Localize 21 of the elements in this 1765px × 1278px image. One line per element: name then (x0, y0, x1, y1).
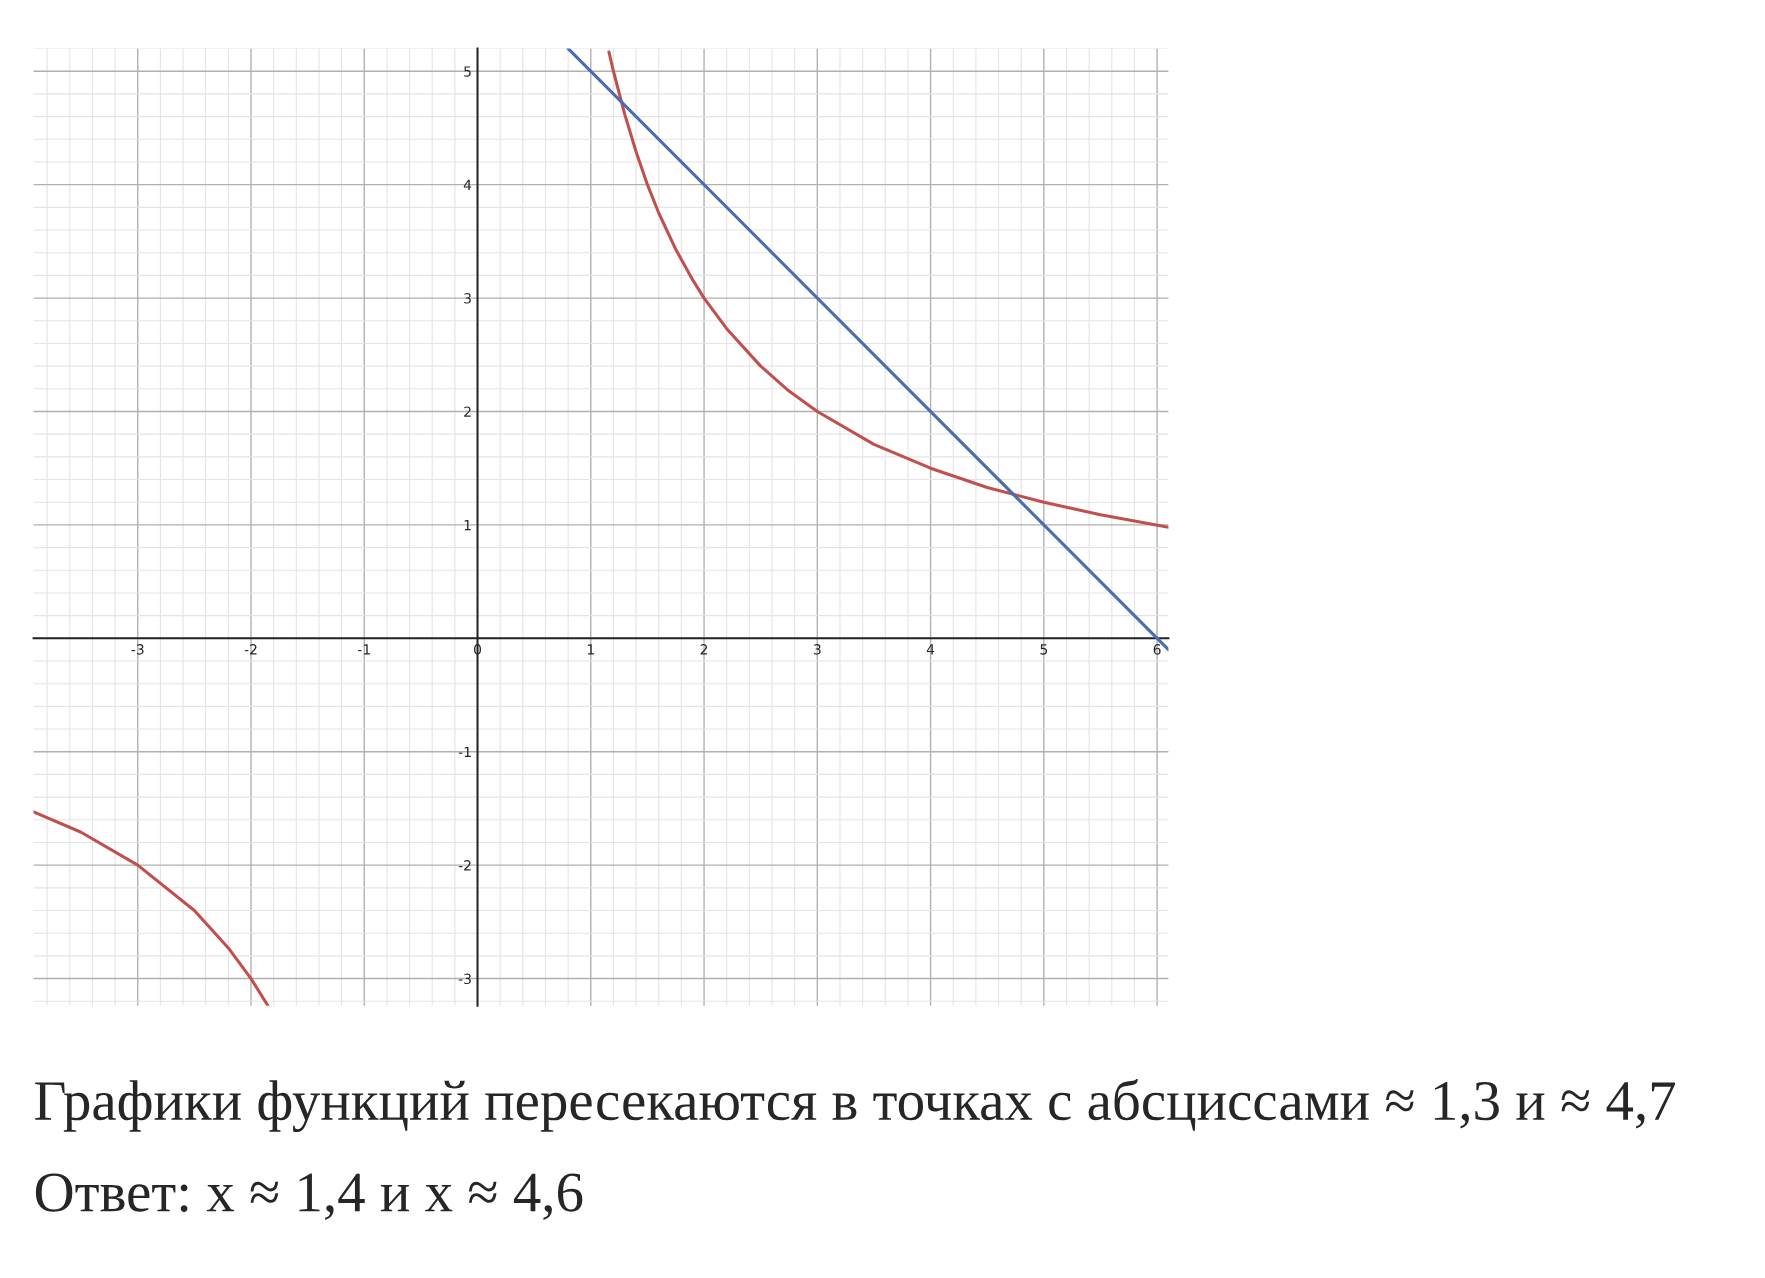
text: Ответ: x ≈ 1,4 и x ≈ 4,6 (35, 1173, 583, 1220)
y-tick-label: -1 (458, 746, 471, 758)
y-tick-label: 1 (464, 520, 471, 531)
line-series (607, 50, 1169, 529)
text: Графики функций пересекаются в точках с абсциссами ≈ 1,3 и ≈ 4,7 (35, 1078, 1676, 1132)
y-tick-label: 4 (463, 179, 472, 190)
x-tick-label: 2 (700, 644, 708, 655)
y-tick-label: 2 (464, 406, 471, 417)
y-tick-label: 3 (464, 293, 471, 304)
x-tick-label: 6 (1153, 644, 1161, 655)
x-tick-label: 3 (813, 644, 821, 655)
x-tick-label: -3 (131, 644, 144, 655)
y-tick-label: -2 (458, 860, 471, 871)
line-series (33, 810, 270, 1006)
x-tick-label: -1 (358, 644, 370, 655)
x-tick-label: 5 (1040, 644, 1048, 655)
y-tick-label: -3 (458, 973, 471, 985)
y-tick-label: 5 (464, 66, 471, 77)
x-tick-label: 1 (587, 644, 594, 655)
x-tick-label: -2 (244, 644, 257, 655)
x-tick-label: 4 (926, 644, 935, 655)
